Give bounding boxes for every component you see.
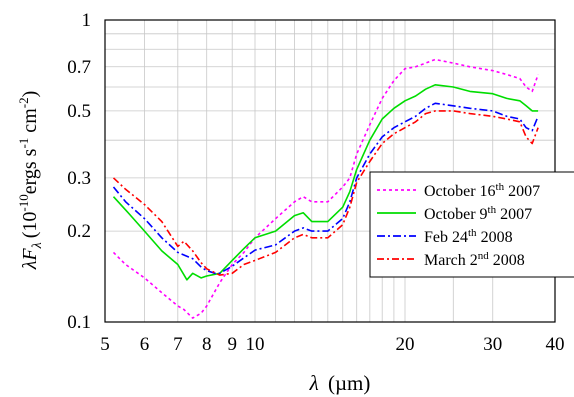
legend: October 16th 2007 October 9th 2007 Feb 24t… xyxy=(369,171,574,278)
y-axis-unit-b: -10 xyxy=(16,194,31,211)
x-tick-label: 30 xyxy=(483,334,502,355)
legend-label-1: October 16th 2007 xyxy=(424,181,540,200)
x-axis-label: λ (µm) xyxy=(309,371,371,395)
x-tick-labels: 5 6 7 8 9 10 20 30 40 xyxy=(100,334,564,355)
plot-frame xyxy=(104,19,556,323)
x-tick-label: 7 xyxy=(173,334,183,355)
y-axis-unit-g: ) xyxy=(19,91,41,98)
x-axis-symbol: λ xyxy=(309,371,319,395)
y-tick-label: 0.5 xyxy=(67,101,91,122)
x-tick-label: 8 xyxy=(202,334,212,355)
x-tick-label: 40 xyxy=(546,334,565,355)
legend-label-2: October 9th 2007 xyxy=(424,204,532,223)
y-tick-label: 0.1 xyxy=(67,312,91,333)
y-tick-labels: 0.1 0.2 0.3 0.5 0.7 1 xyxy=(67,10,91,333)
y-axis-label: λFλ (10-10ergs s-1 cm-2) xyxy=(16,91,45,271)
x-tick-label: 10 xyxy=(246,334,265,355)
y-tick-label: 0.2 xyxy=(67,221,91,242)
y-axis-unit-c: ergs s xyxy=(19,148,41,194)
y-tick-label: 0.3 xyxy=(67,168,91,189)
y-axis-unit-a: (10 xyxy=(19,212,41,239)
x-tick-label: 9 xyxy=(227,334,237,355)
y-axis-unit-f: -2 xyxy=(16,97,31,108)
y-axis-symbol: λF xyxy=(19,248,41,271)
plot-series xyxy=(112,58,539,319)
legend-label-4: March 2nd 2008 xyxy=(424,250,525,269)
y-axis-unit-d: -1 xyxy=(16,138,31,149)
y-tick-label: 0.7 xyxy=(67,57,91,78)
x-tick-label: 5 xyxy=(100,334,110,355)
series-line-3 xyxy=(112,102,539,275)
y-axis-unit-e: cm xyxy=(19,108,41,138)
series-line-1 xyxy=(112,58,539,319)
series-line-2 xyxy=(112,84,539,281)
y-axis-symbol-sub: λ xyxy=(30,242,45,249)
x-axis-unit: (µm) xyxy=(328,371,370,395)
y-tick-label: 1 xyxy=(82,10,92,31)
x-tick-label: 20 xyxy=(396,334,415,355)
legend-label-3: Feb 24th 2008 xyxy=(424,227,513,246)
x-tick-label: 6 xyxy=(140,334,150,355)
series-line-4 xyxy=(112,110,539,276)
